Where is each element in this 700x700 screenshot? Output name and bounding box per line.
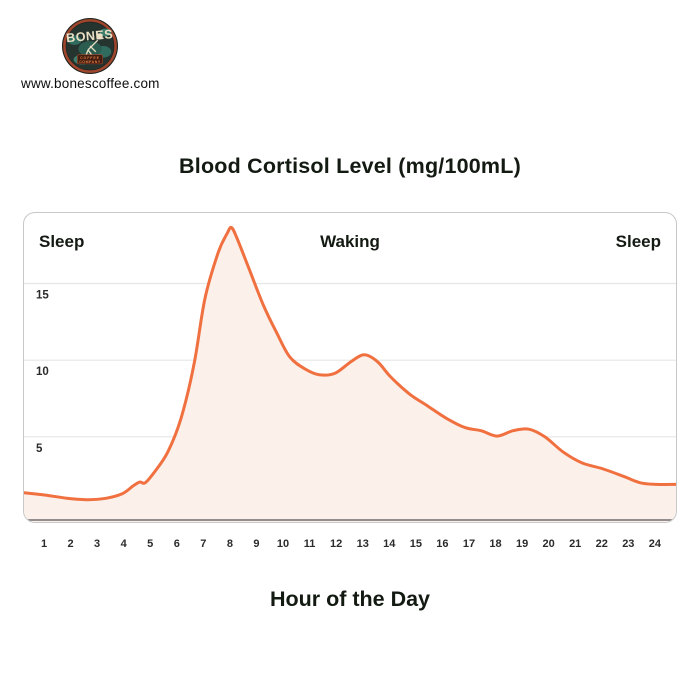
x-tick-label-18: 18 [489, 538, 502, 550]
annotation-sleep-right: Sleep [615, 232, 661, 251]
annotation-waking: Waking [320, 232, 380, 251]
x-tick-label-1: 1 [40, 538, 48, 550]
x-tick-label-13: 13 [356, 538, 369, 550]
logo-brand-text: BONES [66, 27, 114, 45]
x-tick-label-8: 8 [226, 538, 233, 550]
x-tick-label-16: 16 [436, 538, 449, 550]
x-tick-label-5: 5 [147, 538, 154, 550]
x-tick-label-11: 11 [303, 538, 316, 550]
annotation-sleep-left: Sleep [39, 232, 85, 251]
x-tick-label-22: 22 [595, 538, 608, 550]
chart-card: 5 10 15 Sleep Waking Sleep [23, 212, 677, 523]
x-tick-label-24: 24 [648, 538, 661, 550]
x-axis-ticks: 1 2 3 4 5 6 7 8 9 10 11 12 13 14 15 16 17 18 19 20 21 22 23 24 [23, 538, 677, 554]
x-tick-label-10: 10 [276, 538, 290, 550]
website-url: www.bonescoffee.com [21, 76, 160, 91]
logo-subbrand-line2: COMPANY [79, 60, 101, 64]
cortisol-area-chart: 5 10 15 [24, 225, 676, 522]
bones-coffee-logo-icon: BONES COFFEE COMPANY [61, 17, 119, 75]
cortisol-line [24, 225, 676, 501]
x-tick-label-2: 2 [67, 538, 74, 550]
bones-coffee-logo: BONES COFFEE COMPANY [61, 17, 119, 75]
chart-title: Blood Cortisol Level (mg/100mL) [179, 154, 521, 178]
y-tick-label-10: 10 [36, 366, 49, 378]
x-axis-label: Hour of the Day [269, 587, 431, 611]
x-tick-label-7: 7 [200, 538, 207, 550]
logo-subbrand-line1: COFFEE [80, 56, 100, 60]
logo-skeleton [84, 33, 103, 58]
y-tick-label-5: 5 [36, 442, 43, 454]
x-tick-label-19: 19 [515, 538, 529, 550]
x-tick-label-17: 17 [462, 538, 476, 550]
x-tick-label-23: 23 [622, 538, 635, 550]
x-tick-label-12: 12 [330, 538, 343, 550]
x-tick-label-9: 9 [253, 538, 260, 550]
cortisol-area-fill [24, 226, 676, 522]
x-tick-label-15: 15 [409, 538, 422, 550]
x-tick-label-6: 6 [173, 538, 180, 550]
x-tick-label-14: 14 [383, 538, 396, 550]
y-tick-label-15: 15 [36, 289, 49, 301]
x-tick-label-3: 3 [94, 538, 101, 550]
x-tick-label-20: 20 [542, 538, 555, 550]
x-tick-label-4: 4 [120, 538, 127, 550]
x-tick-label-21: 21 [569, 538, 582, 550]
